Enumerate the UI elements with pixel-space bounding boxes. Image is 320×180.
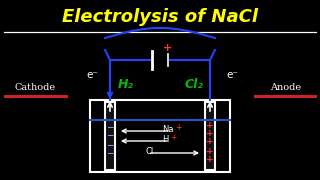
Text: +: + (170, 132, 176, 141)
Text: −: − (106, 141, 114, 150)
Text: +: + (206, 138, 214, 147)
Text: +: + (206, 147, 214, 156)
Text: Cathode: Cathode (14, 84, 56, 93)
Bar (105, 102, 115, 170)
Text: e⁻: e⁻ (86, 70, 98, 80)
Text: +: + (206, 156, 214, 165)
Text: −: − (106, 150, 114, 159)
Text: +: + (164, 43, 172, 53)
Text: ⁻: ⁻ (157, 150, 161, 159)
Text: H₂: H₂ (118, 78, 134, 91)
Text: +: + (175, 123, 181, 132)
Text: −: − (106, 132, 114, 141)
Text: +: + (206, 129, 214, 138)
Text: Electrolysis of NaCl: Electrolysis of NaCl (62, 8, 258, 26)
Text: Cl₂: Cl₂ (185, 78, 204, 91)
Text: H: H (162, 134, 168, 143)
Text: Cl: Cl (146, 147, 154, 156)
Text: Anode: Anode (270, 84, 301, 93)
Bar (205, 102, 215, 170)
Text: +: + (206, 120, 214, 129)
Text: −: − (106, 123, 114, 132)
Bar (90, 100, 230, 172)
Text: Na: Na (162, 125, 174, 134)
Text: e⁻: e⁻ (226, 70, 238, 80)
